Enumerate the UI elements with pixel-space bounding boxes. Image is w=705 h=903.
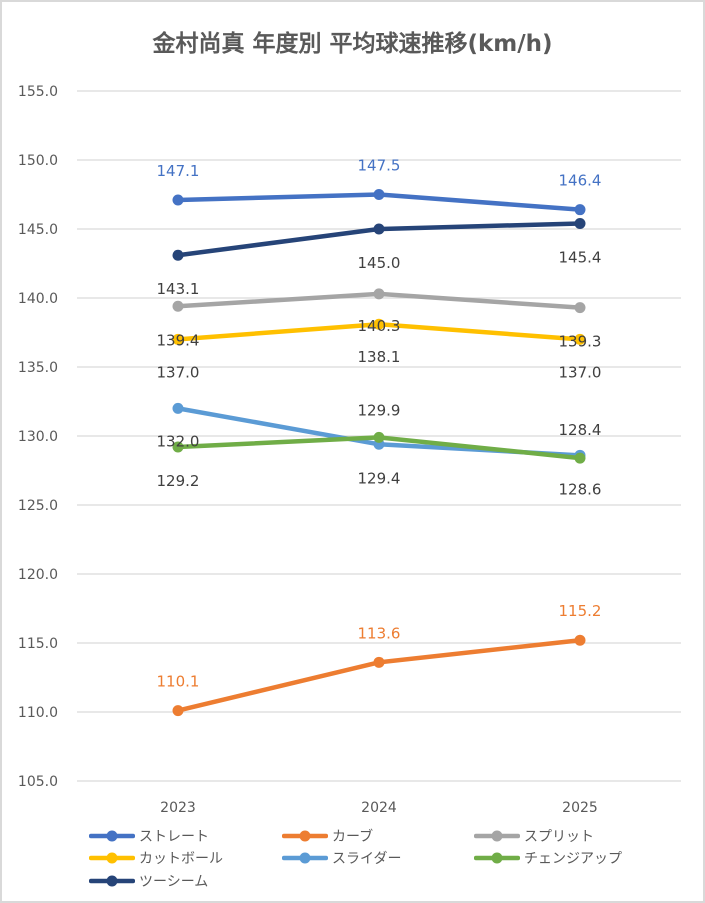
chart-title: 金村尚真 年度別 平均球速推移(km/h) — [152, 31, 553, 57]
series-0 — [172, 189, 586, 216]
data-label: 146.4 — [559, 172, 602, 190]
data-point — [373, 656, 385, 668]
y-tick-label: 110.0 — [18, 705, 58, 721]
y-tick-label: 155.0 — [18, 84, 58, 100]
x-tick-label: 2025 — [562, 800, 598, 816]
legend-item: ストレート — [89, 826, 209, 846]
data-label: 147.1 — [157, 162, 200, 180]
data-point — [373, 189, 385, 200]
series-1 — [172, 634, 586, 717]
y-tick-label: 140.0 — [18, 291, 58, 307]
legend-label: スプリット — [524, 829, 594, 845]
legend-item: スライダー — [282, 848, 401, 868]
data-label: 137.0 — [157, 363, 200, 381]
legend-item: スプリット — [474, 826, 594, 846]
data-label: 145.4 — [559, 248, 602, 266]
data-label: 137.0 — [559, 363, 602, 381]
y-tick-label: 120.0 — [18, 567, 58, 583]
data-label: 129.9 — [358, 401, 401, 419]
y-tick-label: 130.0 — [18, 429, 58, 445]
data-point — [373, 318, 385, 330]
y-tick-label: 115.0 — [18, 636, 58, 652]
x-tick-label: 2024 — [361, 800, 397, 816]
data-label: 139.4 — [157, 331, 200, 349]
legend-label: ストレート — [139, 829, 209, 845]
data-label: 147.5 — [358, 157, 401, 175]
data-point — [373, 223, 385, 235]
legend-marker-icon — [282, 852, 328, 864]
data-label: 140.3 — [358, 317, 401, 335]
data-label: 113.6 — [358, 624, 401, 642]
data-point — [373, 431, 385, 443]
data-label: 115.2 — [559, 602, 602, 620]
legend-label: スライダー — [332, 851, 402, 867]
data-point — [172, 402, 184, 414]
data-point — [373, 288, 385, 300]
x-axis-ticks: 2023 2024 2025 — [160, 800, 598, 816]
y-tick-label: 150.0 — [18, 153, 58, 169]
series-6 — [172, 217, 586, 261]
legend-label: カットボール — [139, 851, 223, 867]
legend-label: ツーシーム — [139, 874, 209, 890]
data-point — [574, 302, 586, 314]
data-label: 129.4 — [358, 469, 401, 487]
series-line — [175, 637, 583, 713]
legend-item: カットボール — [89, 848, 223, 868]
data-point — [172, 249, 184, 261]
x-tick-label: 2023 — [160, 800, 196, 816]
legend-item: カーブ — [282, 826, 373, 846]
data-label: 129.2 — [157, 472, 200, 490]
data-label: 132.0 — [157, 432, 200, 450]
series-lines — [172, 189, 586, 717]
y-tick-label: 145.0 — [18, 222, 58, 238]
legend-marker-icon — [89, 830, 135, 842]
legend-marker-icon — [89, 852, 135, 864]
data-labels: 147.1 147.5 146.4 110.1 113.6 115.2 139.4 140.3… — [157, 157, 602, 691]
data-point — [574, 634, 586, 646]
legend-label: チェンジアップ — [524, 851, 622, 867]
data-point — [172, 441, 184, 453]
data-point — [574, 452, 586, 464]
data-label: 139.3 — [559, 333, 602, 351]
legend-label: カーブ — [332, 829, 374, 845]
data-point — [172, 333, 184, 345]
data-label: 145.0 — [358, 254, 401, 272]
data-point — [574, 333, 586, 345]
y-tick-label: 125.0 — [18, 498, 58, 514]
data-label: 128.6 — [559, 480, 602, 498]
y-axis-ticks: 105.0 110.0 115.0 120.0 125.0 130.0 135.0 140.0… — [18, 84, 58, 790]
data-label: 110.1 — [157, 673, 200, 691]
data-point — [574, 217, 586, 229]
legend-item: チェンジアップ — [474, 848, 622, 868]
series-5 — [172, 431, 586, 464]
series-2 — [172, 288, 586, 314]
legend-marker-icon — [474, 830, 520, 842]
data-point — [172, 300, 184, 312]
legend-marker-icon — [282, 830, 328, 842]
data-point — [172, 705, 184, 717]
legend-marker-icon — [89, 875, 135, 887]
data-label: 143.1 — [157, 280, 200, 298]
legend-item: ツーシーム — [89, 871, 208, 891]
series-3 — [172, 318, 586, 345]
y-tick-label: 135.0 — [18, 360, 58, 376]
data-point — [574, 204, 586, 216]
legend-marker-icon — [474, 852, 520, 864]
y-tick-label: 105.0 — [18, 774, 58, 790]
data-label: 138.1 — [358, 348, 401, 366]
data-point — [172, 194, 184, 206]
data-label: 128.4 — [559, 421, 602, 439]
